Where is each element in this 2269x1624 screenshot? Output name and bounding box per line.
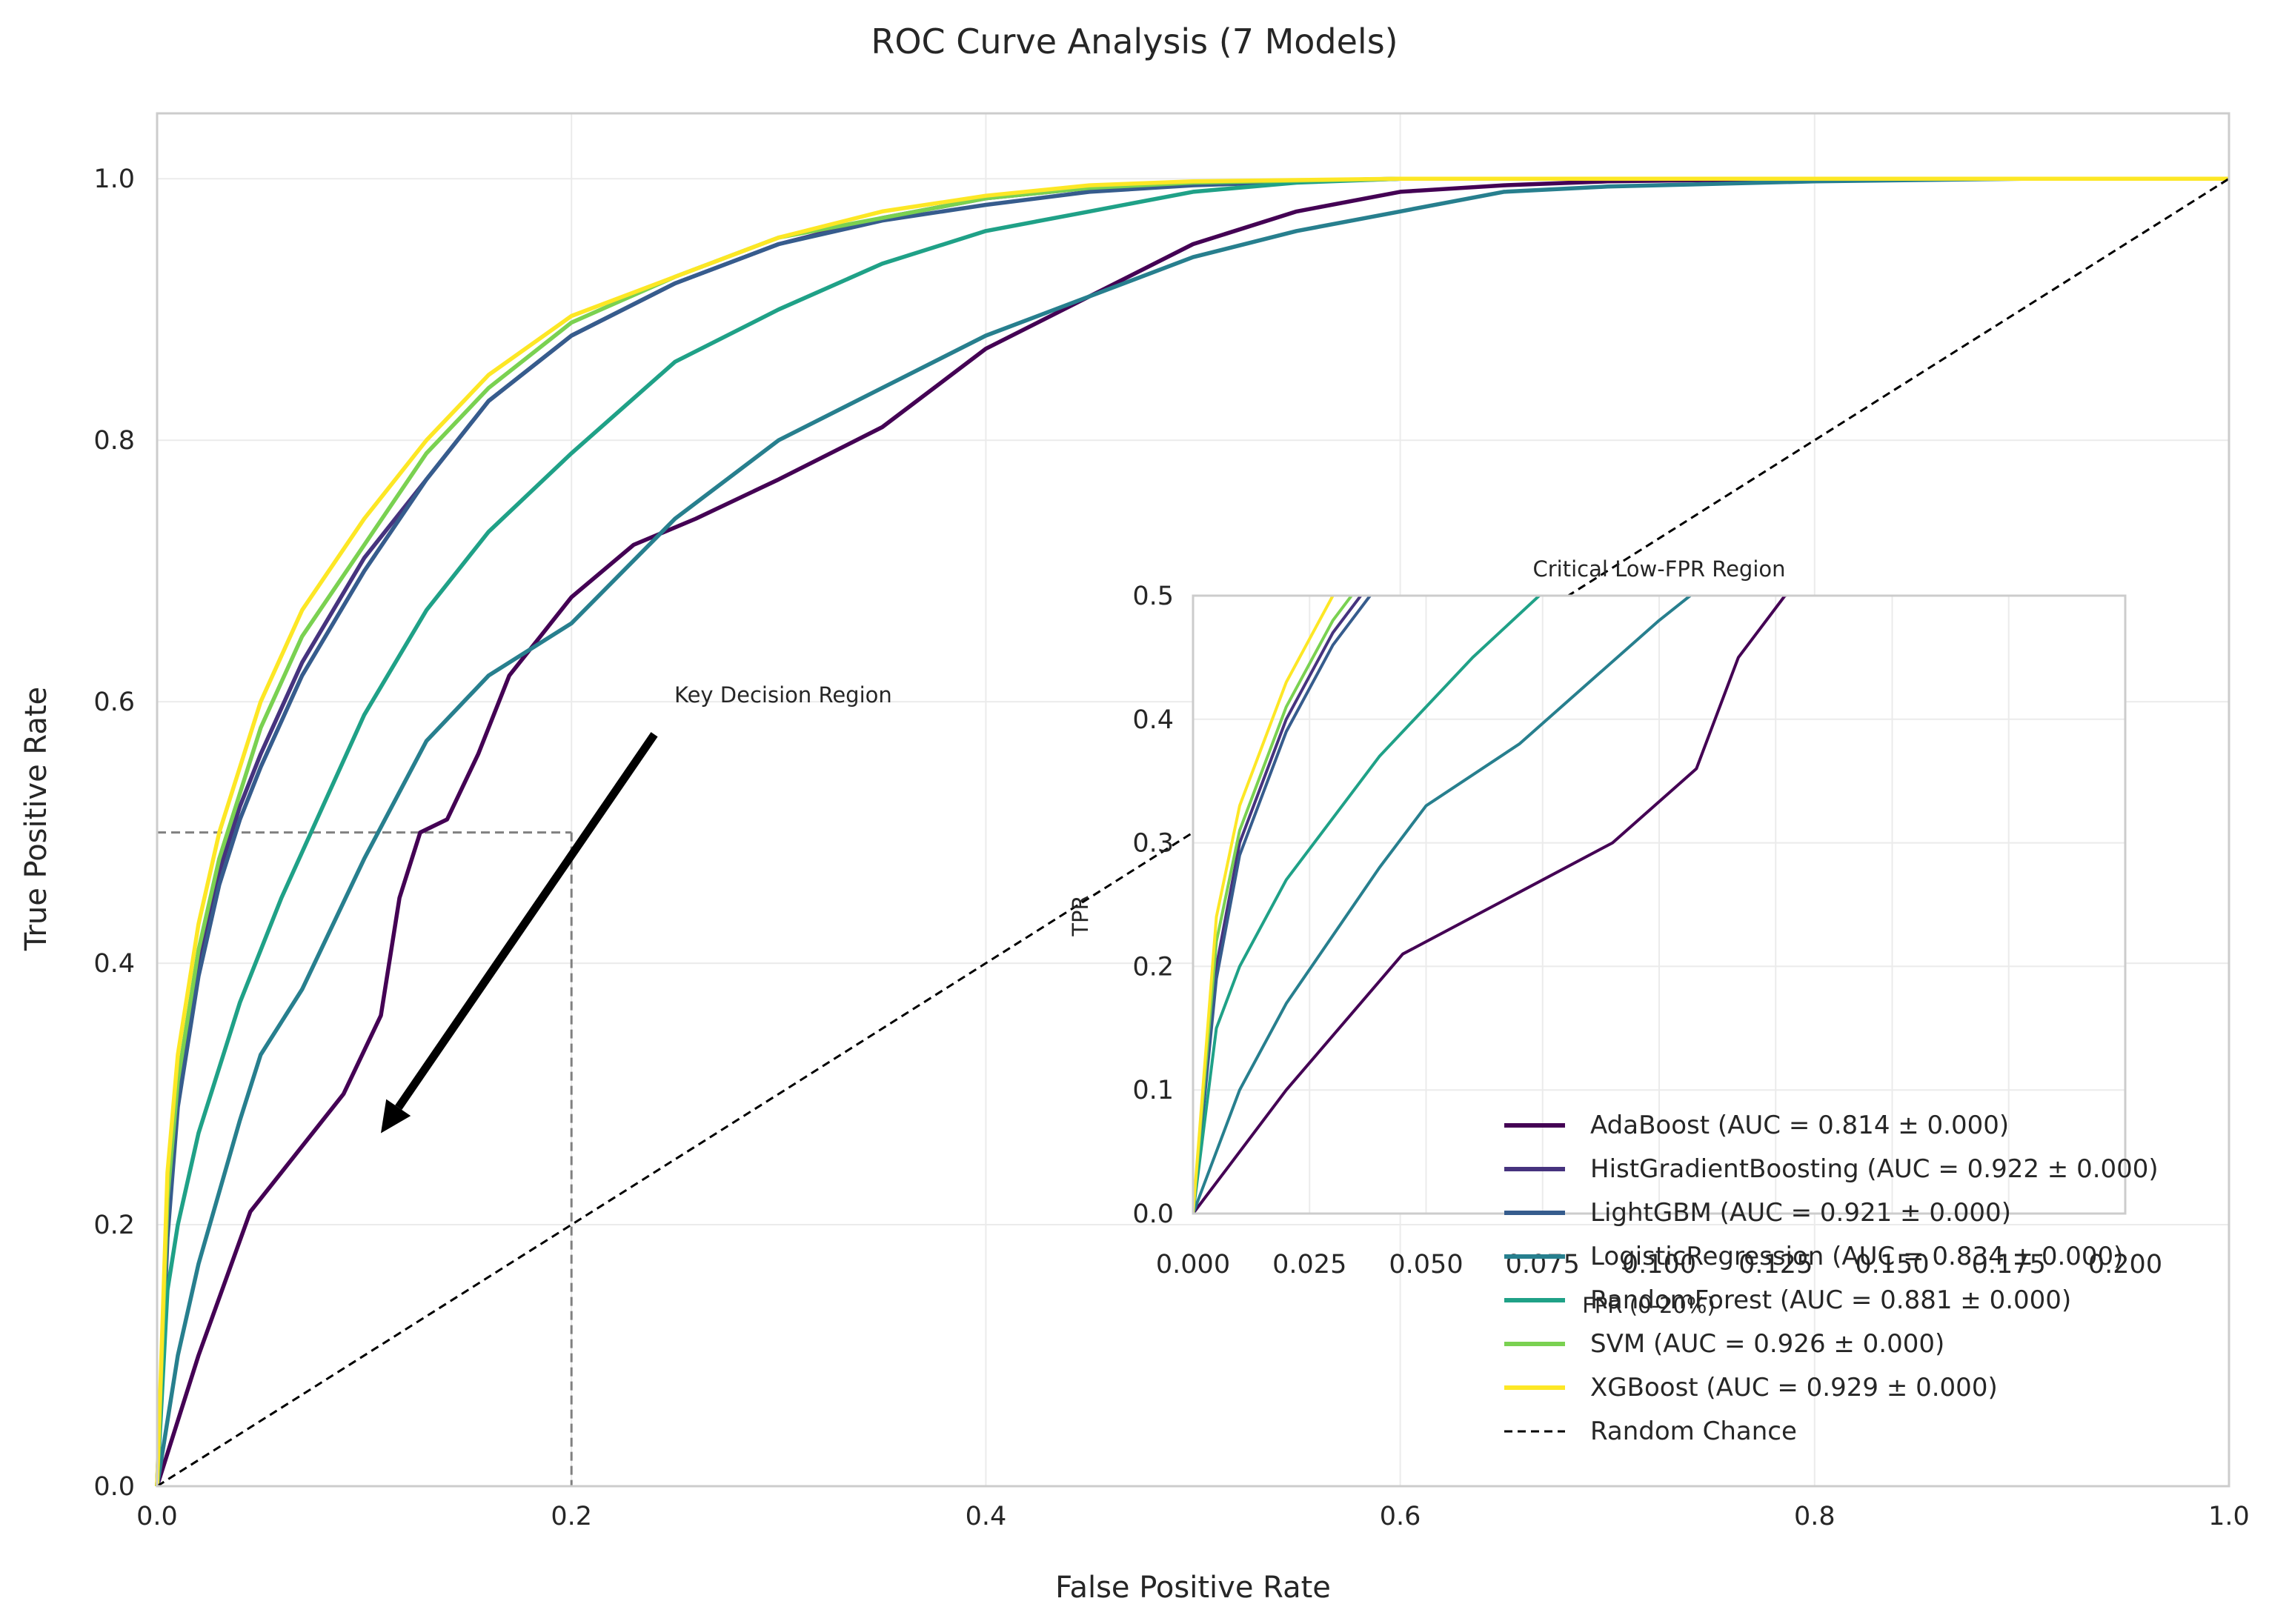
legend-label-svm: SVM (AUC = 0.926 ± 0.000) xyxy=(1590,1329,1944,1359)
inset-x-tick-label: 0.025 xyxy=(1272,1250,1346,1279)
inset-y-tick-label: 0.4 xyxy=(1132,705,1174,735)
inset-x-tick-label: 0.150 xyxy=(1855,1250,1929,1279)
main-x-ticks: 0.0 0.2 0.4 0.6 0.8 1.0 xyxy=(136,1502,2250,1531)
inset-x-tick-label: 0.175 xyxy=(1972,1250,2046,1279)
inset-series-line-lightgbm xyxy=(1193,596,1372,1214)
inset-x-tick-label: 0.100 xyxy=(1622,1250,1696,1279)
annotation-arrow-shaft xyxy=(395,732,658,1110)
series-line-random xyxy=(156,177,2230,1488)
inset-plot-frame xyxy=(1192,594,2127,1215)
inset-y-tick-label: 0.0 xyxy=(1132,1199,1174,1229)
series-line-adaboost xyxy=(155,176,2229,1487)
y-tick-label: 0.2 xyxy=(93,1211,135,1240)
legend-label-histgradientboosting: HistGradientBoosting (AUC = 0.922 ± 0.00… xyxy=(1590,1154,2159,1184)
x-tick-label: 0.4 xyxy=(966,1502,1007,1531)
x-tick-label: 0.2 xyxy=(551,1502,592,1531)
inset-series-lines xyxy=(1193,596,1793,1214)
x-tick-label: 0.8 xyxy=(1794,1502,1836,1531)
series-line-logisticregression xyxy=(155,176,2229,1487)
main-series-lines xyxy=(155,176,2230,1488)
legend-label-logisticregression: LogisticRegression (AUC = 0.834 ± 0.000) xyxy=(1590,1242,2123,1271)
legend-label-random: Random Chance xyxy=(1590,1417,1797,1446)
y-axis-label: True Positive Rate xyxy=(19,687,53,951)
inset-y-tick-label: 0.5 xyxy=(1132,582,1174,611)
annotation-arrow-head xyxy=(380,1099,411,1134)
inset-title: Critical Low-FPR Region xyxy=(1532,556,1785,582)
inset-y-label: TPR xyxy=(1068,895,1093,936)
x-tick-label: 0.0 xyxy=(136,1502,178,1531)
y-tick-label: 1.0 xyxy=(93,164,135,194)
inset-x-ticks: 0.000 0.025 0.050 0.075 0.100 0.125 0.150 0.175… xyxy=(1156,1250,2162,1279)
main-y-ticks: 0.0 0.2 0.4 0.6 0.8 1.0 xyxy=(93,164,135,1502)
main-plot-frame xyxy=(156,112,2230,1488)
inset-x-tick-label: 0.000 xyxy=(1156,1250,1230,1279)
inset-series-line-randomforest xyxy=(1193,596,1542,1214)
inset-series-line-adaboost xyxy=(1193,596,1793,1214)
inset-x-label: FPR (0-20%) xyxy=(1582,1293,1715,1318)
inset-y-tick-label: 0.3 xyxy=(1132,829,1174,859)
series-line-xgboost xyxy=(155,176,2229,1487)
y-tick-label: 0.6 xyxy=(93,688,135,717)
inset-y-tick-label: 0.2 xyxy=(1132,952,1174,982)
inset-series-line-xgboost xyxy=(1193,596,1335,1214)
inset-y-ticks: 0.0 0.1 0.2 0.3 0.4 0.5 xyxy=(1132,582,1174,1229)
y-tick-label: 0.8 xyxy=(93,426,135,456)
legend-label-xgboost: XGBoost (AUC = 0.929 ± 0.000) xyxy=(1590,1373,1998,1402)
x-axis-label: False Positive Rate xyxy=(1055,1571,1331,1605)
inset-x-tick-label: 0.125 xyxy=(1738,1250,1813,1279)
legend-label-lightgbm: LightGBM (AUC = 0.921 ± 0.000) xyxy=(1590,1198,2011,1228)
key-decision-annotation: Key Decision Region xyxy=(380,682,892,1134)
inset-x-tick-label: 0.200 xyxy=(2088,1250,2162,1279)
reference-lines xyxy=(157,831,573,1486)
inset-series-line-logisticregression xyxy=(1193,596,1693,1214)
x-tick-label: 0.6 xyxy=(1380,1502,1421,1531)
legend-label-randomforest: RandomForest (AUC = 0.881 ± 0.000) xyxy=(1590,1285,2071,1315)
legend: AdaBoost (AUC = 0.814 ± 0.000) HistGradie… xyxy=(1504,1111,2159,1446)
inset-y-tick-label: 0.1 xyxy=(1132,1076,1174,1105)
y-tick-label: 0.0 xyxy=(93,1472,135,1502)
legend-label-adaboost: AdaBoost (AUC = 0.814 ± 0.000) xyxy=(1590,1111,2009,1140)
annotation-text: Key Decision Region xyxy=(674,682,892,708)
chart-title: ROC Curve Analysis (7 Models) xyxy=(871,21,1398,61)
inset-series-line-histgradientboosting xyxy=(1193,596,1363,1214)
inset-series-line-svm xyxy=(1193,596,1354,1214)
x-tick-label: 1.0 xyxy=(2208,1502,2250,1531)
y-tick-label: 0.4 xyxy=(93,949,135,979)
inset-x-tick-label: 0.050 xyxy=(1389,1250,1463,1279)
